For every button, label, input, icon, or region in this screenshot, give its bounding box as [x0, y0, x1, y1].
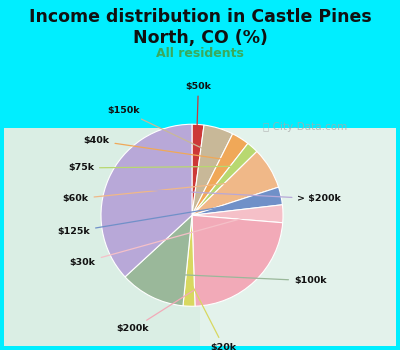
Wedge shape — [192, 134, 248, 215]
Wedge shape — [192, 125, 233, 215]
Text: $200k: $200k — [116, 264, 235, 334]
Wedge shape — [192, 124, 204, 215]
Text: $100k: $100k — [166, 274, 327, 285]
Wedge shape — [192, 205, 283, 223]
Text: $75k: $75k — [68, 163, 233, 173]
Text: $20k: $20k — [191, 283, 237, 350]
Wedge shape — [192, 187, 282, 215]
Text: $125k: $125k — [57, 202, 253, 236]
Text: Income distribution in Castle Pines
North, CO (%): Income distribution in Castle Pines Nort… — [29, 8, 371, 47]
Wedge shape — [192, 215, 283, 306]
Text: $40k: $40k — [83, 136, 224, 159]
Wedge shape — [125, 215, 192, 306]
Bar — [4, 128, 396, 346]
Wedge shape — [192, 144, 257, 215]
Text: > $200k: > $200k — [135, 189, 341, 203]
Wedge shape — [101, 124, 192, 277]
Wedge shape — [183, 215, 195, 306]
Wedge shape — [192, 152, 278, 215]
Text: All residents: All residents — [156, 47, 244, 60]
Bar — [200, 128, 396, 346]
Text: $30k: $30k — [70, 215, 255, 267]
Text: $50k: $50k — [185, 82, 211, 147]
Text: $150k: $150k — [108, 106, 209, 152]
Text: $60k: $60k — [62, 182, 245, 203]
Text: ⓘ City-Data.com: ⓘ City-Data.com — [263, 122, 347, 132]
